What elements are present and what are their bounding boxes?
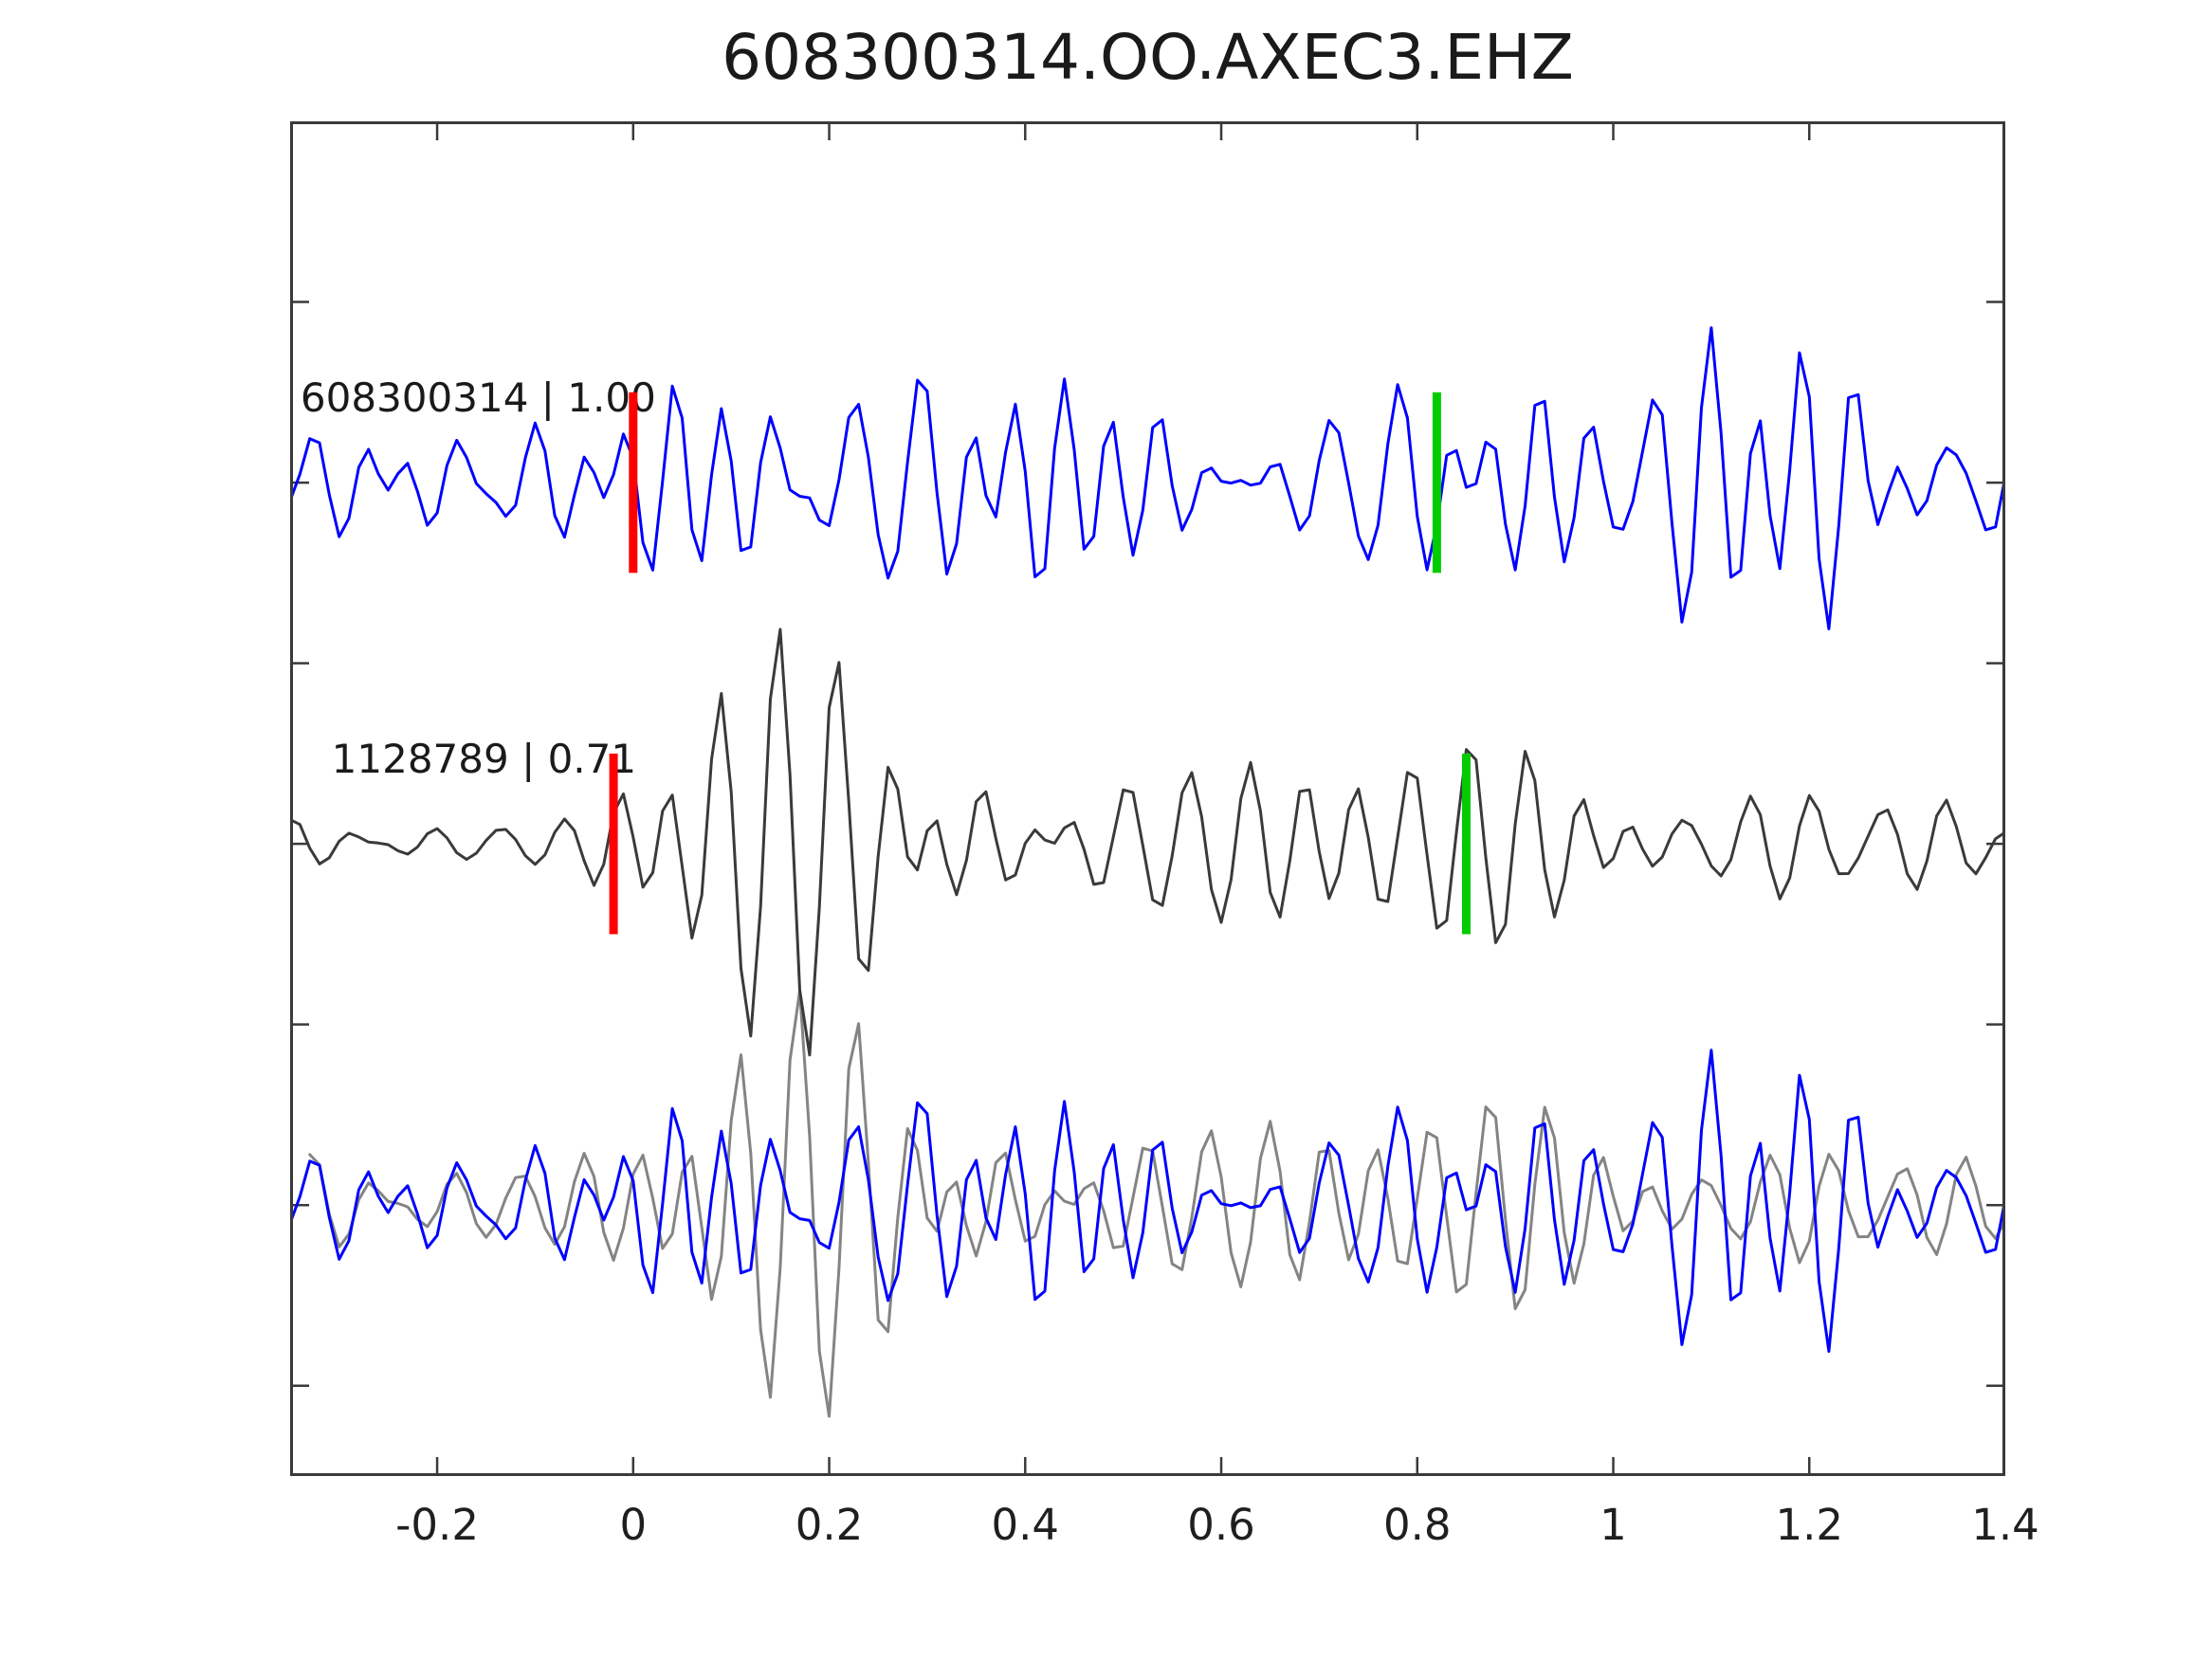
x-axis-tick-labels: -0.2 0 0.2 0.4 0.6 0.8 1 1.2 1.4 bbox=[0, 1500, 2212, 1566]
chart-title: 608300314.OO.AXEC3.EHZ bbox=[722, 21, 1574, 94]
axis-ticks bbox=[290, 121, 2005, 1476]
plot-canvas: 608300314 | 1.00 1128789 | 0.71 bbox=[290, 121, 2005, 1476]
x-tick-label: 0.8 bbox=[1382, 1500, 1452, 1550]
overlay-trace-1-waveform bbox=[308, 989, 2005, 1418]
waveforms bbox=[290, 326, 2005, 1418]
trace-2-waveform bbox=[290, 628, 2005, 1057]
pick-markers bbox=[609, 392, 1471, 935]
trace-1-label: 608300314 | 1.00 bbox=[301, 374, 656, 421]
trace-labels: 608300314 | 1.00 1128789 | 0.71 bbox=[301, 374, 656, 782]
pick-marker-trace-2 bbox=[1462, 753, 1471, 935]
x-tick-label: 1.4 bbox=[1971, 1500, 2039, 1550]
trace-2-label: 1128789 | 0.71 bbox=[332, 736, 636, 782]
x-tick-label: 0.2 bbox=[795, 1500, 864, 1550]
x-tick-label: -0.2 bbox=[395, 1500, 479, 1550]
trace-1-waveform bbox=[290, 326, 2005, 630]
overlay-trace-2-waveform bbox=[290, 1048, 2005, 1353]
x-tick-label: 1.2 bbox=[1775, 1500, 1844, 1550]
x-tick-label: 0.6 bbox=[1187, 1500, 1255, 1550]
x-tick-label: 1 bbox=[1600, 1500, 1627, 1550]
plot-border bbox=[290, 121, 2005, 1476]
pick-marker-trace-2 bbox=[609, 753, 618, 935]
x-tick-label: 0.4 bbox=[991, 1500, 1060, 1550]
pick-marker-trace-1 bbox=[1432, 392, 1441, 574]
plot-area: 608300314 | 1.00 1128789 | 0.71 bbox=[290, 121, 2005, 1476]
x-tick-label: 0 bbox=[619, 1500, 648, 1550]
pick-marker-trace-1 bbox=[629, 392, 638, 574]
